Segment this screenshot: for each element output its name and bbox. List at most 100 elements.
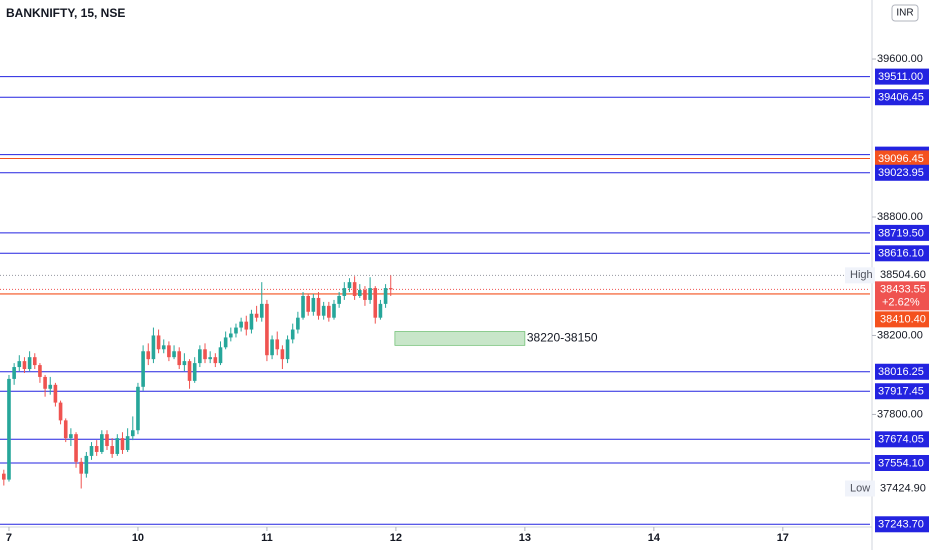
candle-body (368, 288, 372, 300)
candle-body (182, 361, 187, 366)
candle-body (290, 329, 295, 340)
candle-body (259, 303, 264, 318)
candle-body (27, 357, 32, 370)
level-label: 39511.00 (878, 71, 923, 83)
candle-body (38, 365, 42, 377)
y-tick-label: 37800.00 (877, 408, 923, 420)
candle-body (388, 288, 393, 290)
candle-body (363, 290, 367, 300)
level-label-box (875, 431, 929, 448)
candle-body (130, 430, 135, 437)
zone-label: 38220-38150 (527, 331, 598, 345)
chart-title: BANKNIFTY, 15, NSE (6, 6, 125, 20)
candle-body (203, 349, 207, 360)
candle-body (177, 351, 182, 366)
level-label-box (875, 224, 929, 241)
currency-badge (891, 4, 919, 22)
level-label: 39096.45 (878, 153, 924, 165)
candle-body (94, 446, 99, 452)
price-line-box (875, 311, 929, 328)
candle-body (125, 436, 130, 450)
candle-body (270, 339, 274, 356)
candle-body (161, 345, 166, 350)
candle-body (249, 313, 254, 330)
candle-body (32, 357, 37, 366)
candle-body (296, 317, 300, 330)
high-value: 38504.60 (880, 269, 926, 281)
candle-body (141, 351, 145, 387)
candle-body (383, 288, 388, 304)
candle-body (275, 339, 280, 350)
candle-body (172, 351, 176, 358)
candle-body (239, 321, 243, 328)
candle-body (378, 303, 383, 318)
level-label-box (875, 383, 929, 400)
candle-body (192, 363, 197, 381)
candle-body (357, 290, 362, 296)
candle-body (136, 386, 140, 431)
candle-body (347, 282, 352, 289)
last-price-box (875, 281, 929, 311)
candle-body (332, 303, 336, 318)
y-tick-label: 39600.00 (877, 53, 923, 65)
level-label-box (875, 150, 929, 167)
candle-body (151, 335, 156, 360)
candle-body (120, 438, 125, 450)
candle-body (69, 434, 73, 439)
low-value: 37424.90 (880, 482, 926, 494)
candle-body (63, 420, 68, 439)
candle-body (2, 473, 6, 480)
level-label: 37917.45 (878, 386, 924, 398)
zone (394, 331, 526, 346)
low-label-box (845, 480, 875, 497)
x-tick-label: 11 (261, 532, 273, 544)
candle-body (213, 357, 218, 364)
candle-body (89, 446, 94, 456)
candle-body (7, 378, 11, 480)
candle-body (156, 335, 161, 350)
high-name: High (850, 269, 873, 281)
candle-body (234, 327, 238, 334)
x-tick-label: 14 (648, 532, 661, 544)
candle-body (301, 295, 305, 318)
level-label: 37674.05 (878, 434, 924, 446)
candle-body (43, 376, 47, 389)
x-tick-label: 7 (6, 532, 12, 544)
candle-body (229, 333, 233, 338)
candle-body (265, 303, 269, 356)
level-label: 39406.45 (878, 92, 924, 104)
candle-body (327, 305, 331, 318)
candle-body (198, 349, 202, 364)
y-tick-label: 38200.00 (877, 329, 923, 341)
level-label: 38719.50 (878, 227, 924, 239)
candle-body (100, 434, 104, 452)
candle-body (22, 361, 27, 370)
candle-body (311, 297, 316, 312)
level-label-box (875, 89, 929, 106)
level-label: 38616.10 (878, 248, 924, 260)
candle-body (316, 297, 321, 316)
candle-body (321, 305, 326, 316)
level-label-box (875, 516, 929, 533)
price-change: +2.62% (882, 296, 920, 308)
candle-body (223, 337, 228, 348)
level-label: 37243.70 (878, 519, 924, 531)
x-tick-label: 13 (519, 532, 531, 544)
candle-body (110, 446, 114, 454)
x-tick-label: 10 (132, 532, 144, 544)
level-label-box (875, 363, 929, 380)
candle-body (17, 361, 22, 368)
x-tick-label: 17 (777, 532, 789, 544)
candle-body (187, 361, 192, 381)
level-label: 39023.95 (878, 167, 924, 179)
candle-body (373, 288, 378, 318)
level-label-box (875, 68, 929, 85)
candle-body (218, 347, 223, 364)
level-label-box (875, 245, 929, 262)
currency: INR (896, 8, 913, 19)
x-tick-label: 12 (390, 532, 402, 544)
candle-body (244, 321, 249, 330)
low-name: Low (850, 482, 870, 494)
level-label: 38016.25 (878, 366, 924, 378)
